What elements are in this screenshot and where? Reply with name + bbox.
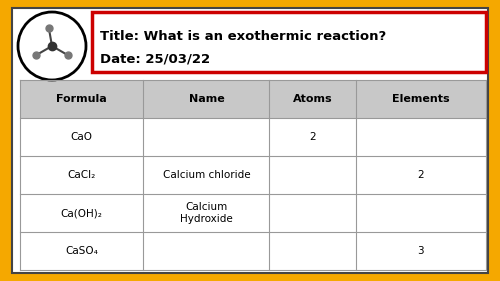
Text: Calcium chloride: Calcium chloride: [162, 170, 250, 180]
Bar: [20, 156, 486, 194]
Bar: [20, 118, 486, 156]
Bar: [20, 232, 486, 270]
Bar: [20, 194, 486, 232]
Text: Date: 25/03/22: Date: 25/03/22: [100, 52, 210, 65]
FancyBboxPatch shape: [92, 12, 486, 72]
Text: Ca(OH)₂: Ca(OH)₂: [61, 208, 102, 218]
Text: CaO: CaO: [70, 132, 92, 142]
Text: Formula: Formula: [56, 94, 107, 104]
Text: CaCl₂: CaCl₂: [68, 170, 96, 180]
Text: Elements: Elements: [392, 94, 450, 104]
Bar: [20, 80, 486, 118]
Text: 3: 3: [418, 246, 424, 256]
Text: Title: What is an exothermic reaction?: Title: What is an exothermic reaction?: [100, 30, 386, 43]
Circle shape: [18, 12, 86, 80]
Text: CaSO₄: CaSO₄: [66, 246, 98, 256]
Text: Calcium
Hydroxide: Calcium Hydroxide: [180, 202, 233, 224]
Text: Name: Name: [188, 94, 224, 104]
Text: 2: 2: [309, 132, 316, 142]
FancyBboxPatch shape: [12, 8, 488, 273]
Text: 2: 2: [418, 170, 424, 180]
Text: Atoms: Atoms: [292, 94, 332, 104]
